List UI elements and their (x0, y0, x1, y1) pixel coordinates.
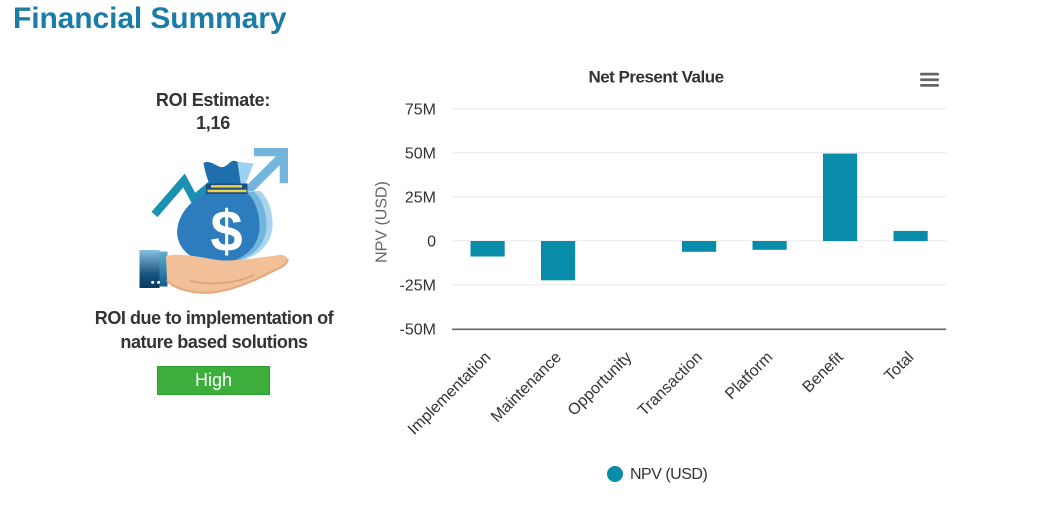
svg-text:Transaction: Transaction (635, 349, 706, 420)
svg-text:NPV (USD): NPV (USD) (374, 181, 391, 263)
svg-text:Implementation: Implementation (405, 349, 494, 438)
svg-text:25M: 25M (405, 189, 436, 206)
svg-text:50M: 50M (405, 145, 436, 162)
svg-text:Total: Total (881, 349, 917, 385)
svg-text:NPV (USD): NPV (USD) (630, 466, 707, 483)
svg-text:$: $ (210, 199, 242, 264)
svg-text:Opportunity: Opportunity (565, 349, 636, 420)
svg-text:-50M: -50M (400, 321, 436, 338)
svg-text:75M: 75M (405, 101, 436, 118)
svg-text:Maintenance: Maintenance (488, 349, 565, 426)
svg-text:Net Present Value: Net Present Value (588, 68, 723, 87)
svg-text:Platform: Platform (722, 349, 776, 403)
svg-text:-25M: -25M (400, 277, 436, 294)
svg-text:Benefit: Benefit (800, 349, 848, 397)
svg-text:0: 0 (427, 233, 436, 250)
